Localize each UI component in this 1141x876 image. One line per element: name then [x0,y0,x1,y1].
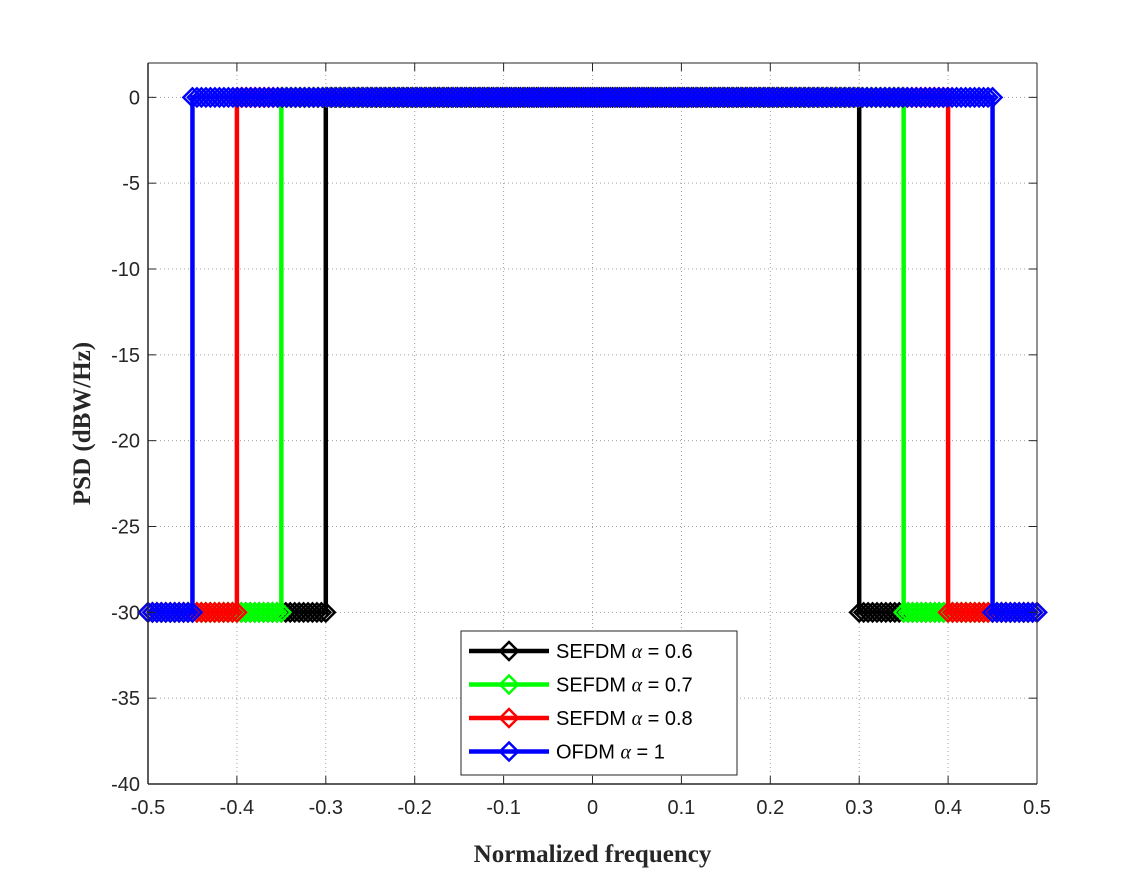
data-point [306,601,328,624]
legend-entry-suffix: = 1 [631,742,665,764]
legend-entry-prefix: SEFDM [556,675,632,697]
data-point [315,601,337,624]
y-tick-label: -5 [122,173,140,195]
legend-swatch-marker [498,707,520,729]
x-tick-label: 0.5 [1023,797,1051,819]
x-axis-title: Normalized frequency [474,841,712,868]
x-tick-label: 0 [587,797,598,819]
plot-area: -0.5 -0.4 -0.3 -0.2 -0.1 0 0.1 0.2 0.3 0.4 0.5 0 -5 -… [111,62,1051,819]
data-point [1021,601,1044,624]
legend-swatch-marker [498,740,520,763]
y-tick-label: -15 [111,345,140,367]
x-tick-label: -0.5 [131,797,165,819]
y-tick-label: -10 [111,259,140,281]
legend-entry-suffix: = 0.6 [642,641,693,663]
y-tick-label: -35 [111,688,140,710]
legend-entry-prefix: SEFDM [556,708,632,730]
y-axis-title: PSD (dBW/Hz) [69,342,96,505]
data-point [181,601,204,624]
legend-entry-suffix: = 0.8 [642,708,693,730]
legend-entry-symbol: α [620,742,631,764]
data-point [172,601,195,624]
legend-entry-symbol: α [632,641,643,663]
legend-swatch-marker [498,673,520,696]
x-tick-label: 0.3 [845,797,873,819]
data-point [977,86,999,109]
legend-entry-prefix: SEFDM [556,641,632,663]
data-point [177,601,199,624]
legend-entry-symbol: α [632,675,643,697]
data-point [1017,601,1039,624]
legend-entry: OFDM α = 1 [556,742,665,764]
legend-entry-suffix: = 0.7 [642,675,693,697]
data-point [270,601,293,624]
legend-entry: SEFDM α = 0.7 [556,675,693,697]
data-point [972,86,995,109]
y-tick-label: 0 [129,87,140,109]
x-tick-label: 0.1 [667,797,695,819]
series-line [137,86,1048,624]
data-point [221,601,244,624]
x-tick-label: -0.3 [309,797,343,819]
data-point [266,601,288,624]
legend-swatch-marker [498,640,520,662]
data-point [226,601,248,624]
data-point [261,601,284,624]
x-tick-label: -0.4 [220,797,254,819]
x-tick-label: -0.2 [397,797,431,819]
y-tick-label: -40 [111,774,140,796]
data-point [310,601,333,624]
legend-entry-prefix: OFDM [556,742,620,764]
x-tick-label: 0.2 [756,797,784,819]
y-tick-label: -20 [111,431,140,453]
x-tick-label: -0.1 [486,797,520,819]
y-tick-label: -30 [111,602,140,624]
data-point [217,601,239,624]
x-tick-label: 0.4 [934,797,962,819]
y-tick-label: -25 [111,517,140,539]
data-point [981,86,1004,109]
legend-entry: SEFDM α = 0.8 [556,708,693,730]
legend-entry: SEFDM α = 0.6 [556,641,693,663]
legend-entry-symbol: α [632,708,643,730]
